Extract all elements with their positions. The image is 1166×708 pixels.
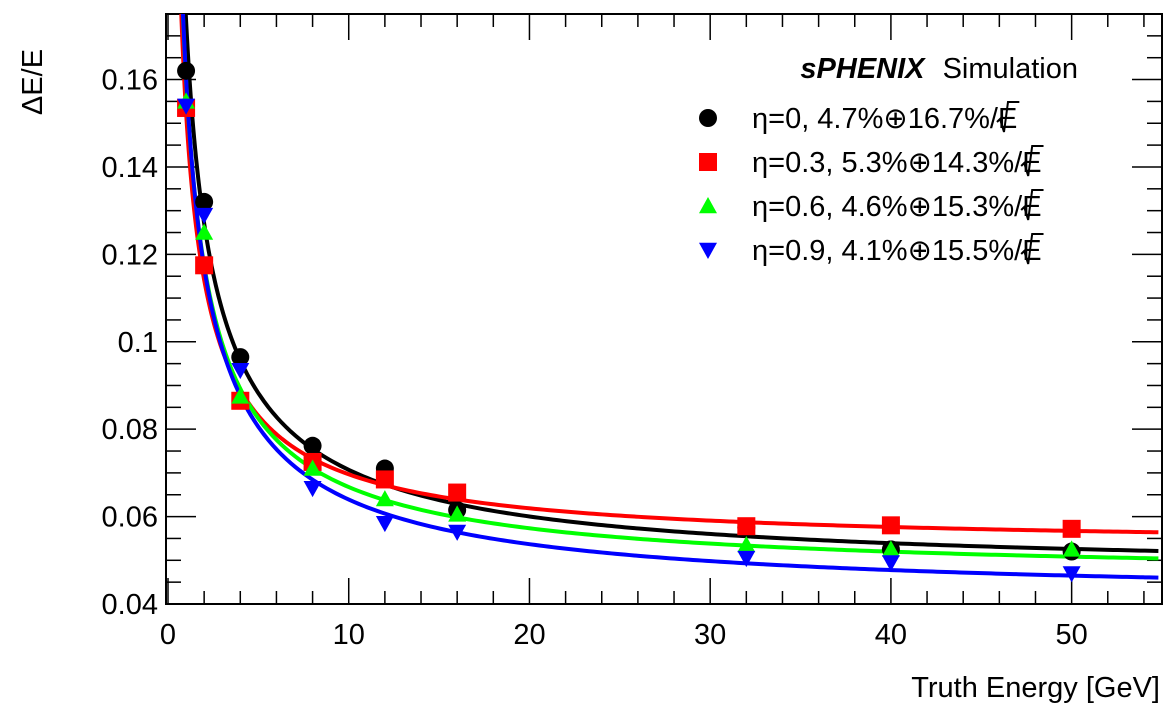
data-point	[177, 61, 196, 80]
legend-marker	[699, 197, 717, 214]
legend-label: η=0, 4.7%⊕16.7%/E	[752, 103, 1017, 135]
data-point	[881, 540, 900, 557]
x-tick-label: 50	[1056, 619, 1088, 651]
legend-entry: η=0.9, 4.1%⊕15.5%/E	[699, 233, 1044, 267]
legend: η=0, 4.7%⊕16.7%/E η=0.3, 5.3%⊕14.3%/E η=0.…	[699, 101, 1044, 267]
data-point	[737, 550, 756, 568]
legend-label: η=0.9, 4.1%⊕15.5%/E	[752, 235, 1042, 267]
x-tick-label: 10	[333, 619, 365, 651]
data-point	[1062, 540, 1081, 557]
legend-entry: η=0.3, 5.3%⊕14.3%/E	[699, 145, 1044, 179]
y-tick-label: 0.14	[102, 152, 158, 184]
data-point	[231, 387, 250, 404]
x-axis-title: Truth Energy [GeV]	[911, 672, 1160, 704]
legend-entry: η=0, 4.7%⊕16.7%/E	[699, 101, 1020, 135]
legend-marker	[699, 242, 717, 259]
data-point	[231, 348, 250, 367]
annotation-simulation: Simulation	[943, 53, 1078, 85]
sqrt-sign	[996, 101, 1020, 133]
y-tick-label: 0.16	[102, 65, 158, 97]
data-point	[195, 223, 214, 240]
fit-curve	[181, 14, 1159, 580]
data-point	[303, 459, 322, 476]
legend-marker	[699, 109, 717, 127]
data-point	[375, 470, 394, 489]
data-point	[303, 480, 322, 498]
data-point	[195, 207, 214, 225]
legend-entry: η=0.6, 4.6%⊕15.3%/E	[699, 189, 1044, 223]
fit-curve	[183, 14, 1159, 553]
data-point	[1062, 519, 1081, 538]
tick-labels: 0 10 20 30 40 50 0.04 0.06 0.08 0.1 0.12 0.14 0.16	[102, 65, 1088, 651]
y-tick-label: 0.04	[102, 589, 158, 621]
x-tick-label: 0	[160, 619, 176, 651]
y-tick-label: 0.08	[102, 414, 158, 446]
data-point	[195, 192, 214, 211]
data-point	[737, 536, 756, 553]
x-tick-label: 40	[875, 619, 907, 651]
x-tick-label: 20	[513, 619, 545, 651]
legend-marker	[699, 153, 717, 171]
annotation-brand: sPHENIX	[800, 53, 926, 85]
y-axis-title: ΔE/E	[17, 49, 49, 115]
legend-label: η=0.6, 4.6%⊕15.3%/E	[752, 191, 1042, 223]
data-point	[448, 505, 467, 522]
data-point	[231, 362, 250, 380]
y-tick-label: 0.12	[102, 239, 158, 271]
data-point	[1062, 566, 1081, 583]
x-tick-label: 30	[694, 619, 726, 651]
data-point	[195, 256, 214, 275]
sqrt-sign	[1020, 189, 1044, 221]
data-points	[177, 61, 1081, 583]
y-tick-label: 0.06	[102, 502, 158, 534]
sqrt-sign	[1020, 145, 1044, 177]
axis-ticks	[166, 13, 1162, 605]
data-point	[448, 524, 467, 541]
annotation: sPHENIX Simulation	[800, 53, 1078, 85]
data-point	[303, 436, 322, 455]
data-point	[375, 490, 394, 507]
fit-curves	[179, 14, 1159, 580]
data-point	[448, 483, 467, 502]
data-point	[375, 515, 394, 533]
data-point	[177, 98, 196, 115]
data-point	[881, 516, 900, 535]
legend-label: η=0.3, 5.3%⊕14.3%/E	[752, 147, 1042, 179]
svg-text:sPHENIX Simulation: sPHENIX Simulation	[800, 53, 1078, 85]
y-tick-label: 0.1	[118, 327, 158, 359]
data-point	[881, 555, 900, 572]
sqrt-sign	[1020, 233, 1044, 265]
plot-frame	[165, 13, 1163, 605]
data-point	[737, 517, 756, 536]
